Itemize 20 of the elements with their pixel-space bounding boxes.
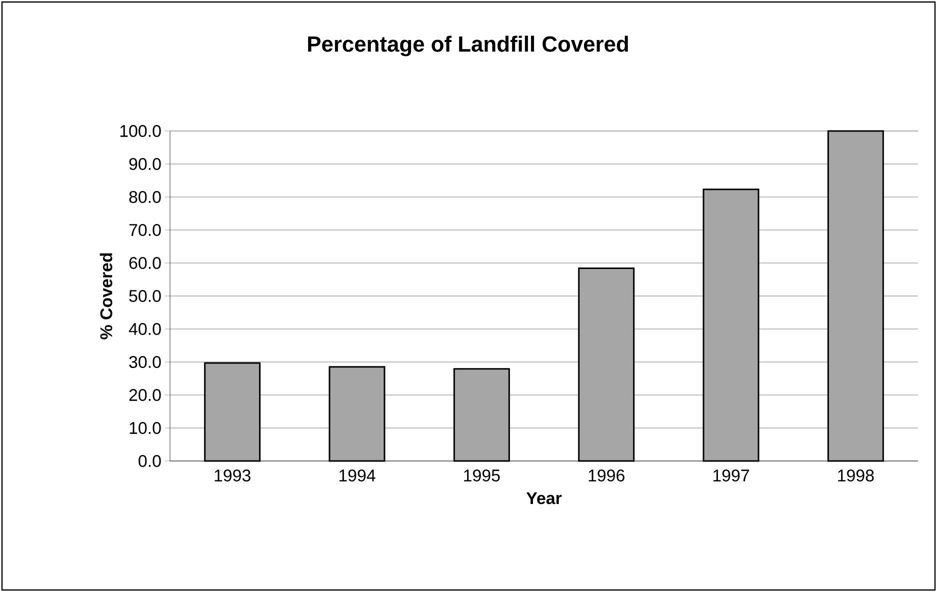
- y-tick-label: 40.0: [128, 322, 161, 335]
- x-tick-label: 1996: [588, 470, 624, 482]
- x-tick-label: 1993: [214, 470, 250, 482]
- x-axis-title: Year: [526, 492, 562, 504]
- y-tick-label: 80.0: [129, 190, 161, 203]
- y-tick-label: 60.0: [129, 256, 161, 269]
- y-tick-label: 50.0: [129, 290, 161, 302]
- chart-title: Percentage of Landfill Covered: [308, 36, 628, 56]
- x-tick-label: 1995: [464, 470, 500, 482]
- y-axis-title: % Covered: [100, 253, 112, 340]
- y-tick-label: 90.0: [129, 158, 161, 170]
- x-tick-label: 1998: [838, 470, 874, 482]
- y-tick-label: 70.0: [129, 224, 161, 236]
- y-tick-label: 0.0: [138, 454, 161, 467]
- x-tick-label: 1997: [713, 470, 749, 482]
- y-tick-label: 30.0: [129, 356, 161, 368]
- x-tick-label: 1994: [339, 470, 376, 482]
- y-tick-label: 100.0: [120, 124, 161, 137]
- y-tick-label: 20.0: [129, 388, 161, 401]
- y-tick-label: 10.0: [130, 422, 161, 434]
